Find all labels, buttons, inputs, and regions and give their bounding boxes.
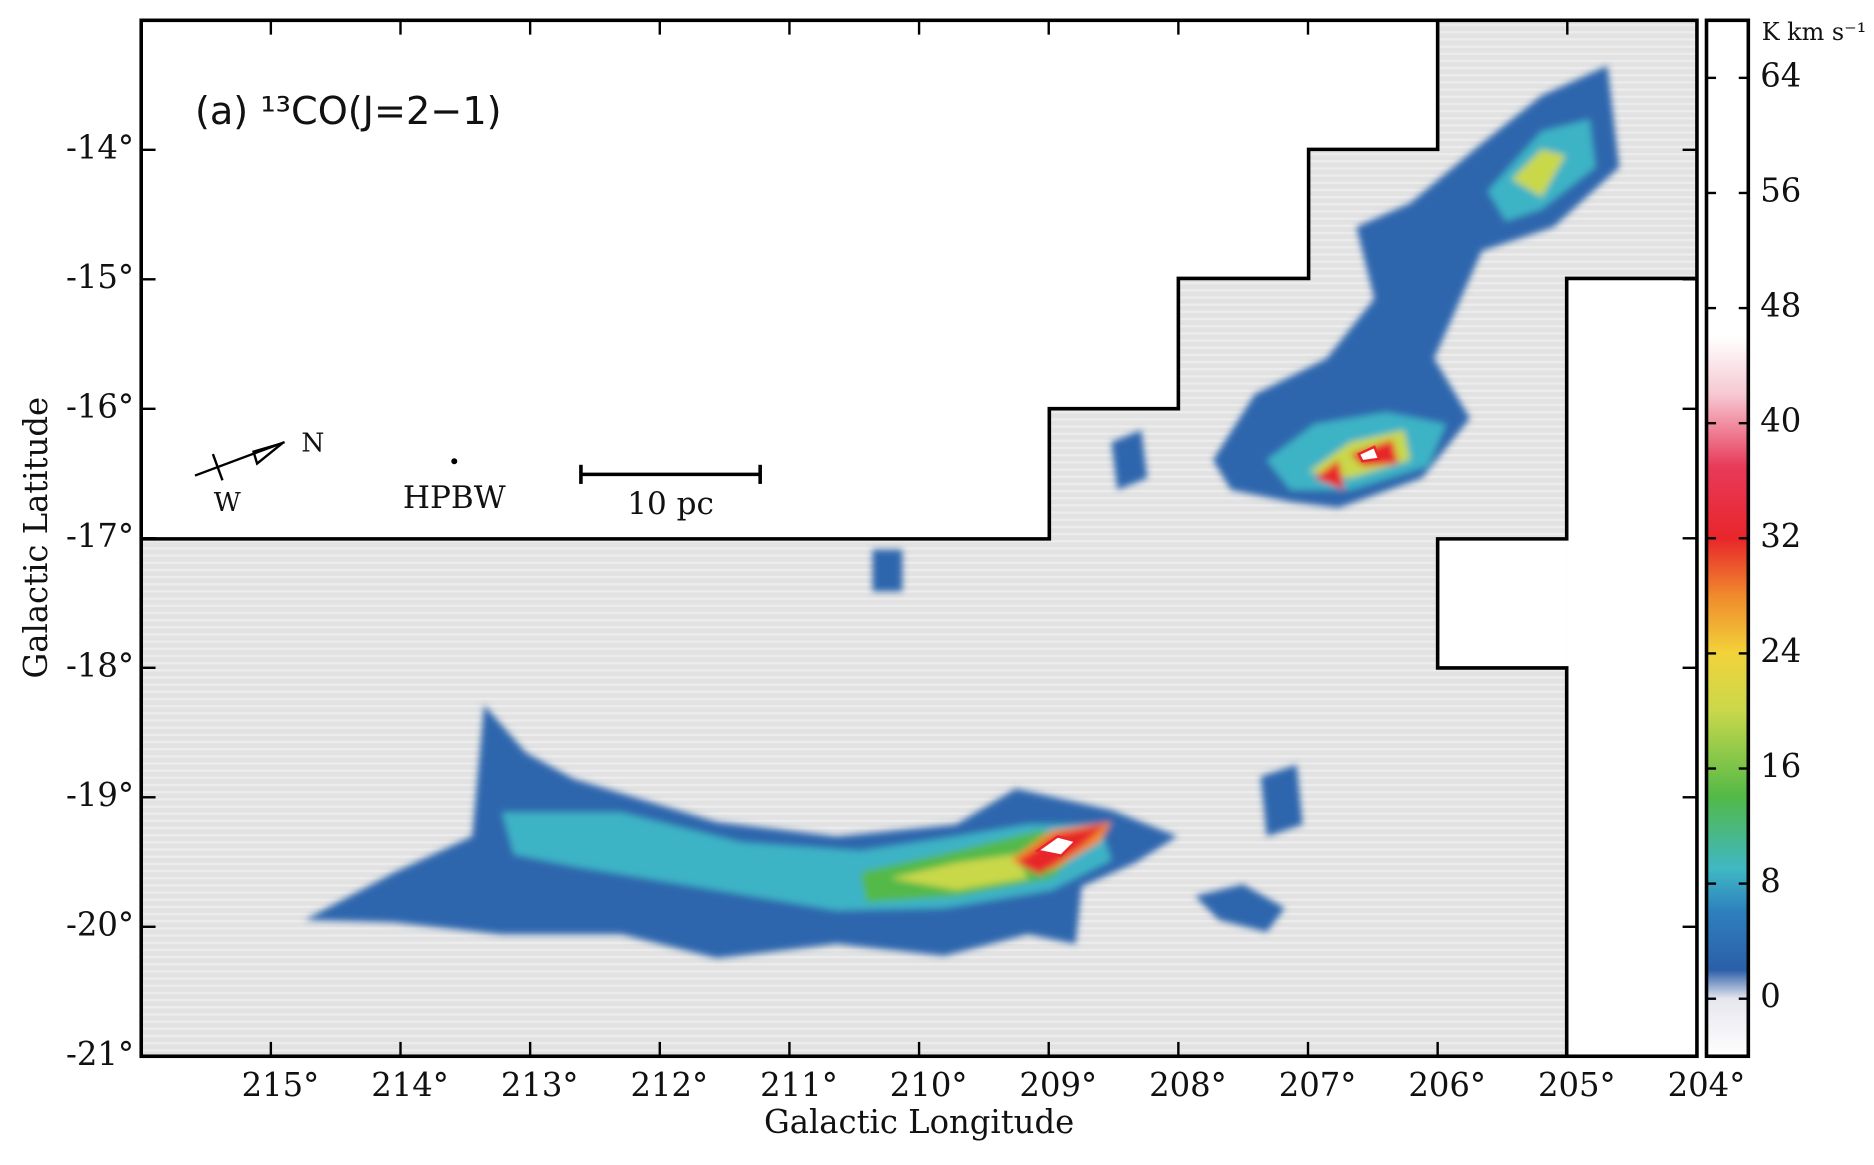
scale-bar-label: 10 pc bbox=[627, 486, 714, 522]
beam-label: HPBW bbox=[403, 480, 506, 516]
y-tick-label: -17° bbox=[66, 517, 134, 555]
colorbar-tick-label: 32 bbox=[1760, 517, 1801, 555]
y-tick-label: -19° bbox=[66, 776, 134, 814]
x-tick-label: 213° bbox=[501, 1066, 579, 1104]
colorbar-tick-label: 0 bbox=[1760, 977, 1781, 1015]
colorbar-tick-label: 56 bbox=[1760, 171, 1801, 209]
x-tick-label: 205° bbox=[1538, 1066, 1616, 1104]
colorbar-tick-label: 48 bbox=[1760, 287, 1801, 325]
x-tick-label: 215° bbox=[242, 1066, 320, 1104]
x-tick-label: 207° bbox=[1279, 1066, 1357, 1104]
x-axis-title: Galactic Longitude bbox=[764, 1103, 1074, 1141]
compass bbox=[194, 440, 286, 481]
chart-title: (a) ¹³CO(J=2−1) bbox=[195, 90, 502, 134]
scale-bar bbox=[579, 464, 762, 484]
x-tick-label: 206° bbox=[1408, 1066, 1486, 1104]
x-tick-label: 210° bbox=[890, 1066, 968, 1104]
colorbar-title: K km s⁻¹ bbox=[1762, 18, 1867, 46]
y-tick-label: -15° bbox=[66, 258, 134, 296]
survey-boundary bbox=[141, 20, 1440, 541]
y-tick-label: -14° bbox=[66, 128, 134, 166]
x-tick-label: 214° bbox=[371, 1066, 449, 1104]
west-label: W bbox=[214, 488, 241, 518]
emission-peak bbox=[1034, 835, 1078, 857]
y-tick-label: -16° bbox=[66, 387, 134, 425]
y-tick-label: -21° bbox=[66, 1035, 134, 1073]
emission-peak bbox=[1357, 445, 1381, 463]
y-tick-label: -20° bbox=[66, 905, 134, 943]
y-tick-label: -18° bbox=[66, 646, 134, 684]
colorbar-tick-label: 64 bbox=[1760, 56, 1801, 94]
x-tick-label: 209° bbox=[1019, 1066, 1097, 1104]
colorbar-tick-label: 24 bbox=[1760, 632, 1801, 670]
unobserved-notch bbox=[1437, 538, 1567, 668]
colorbar-tick-label: 16 bbox=[1760, 747, 1801, 785]
colorbar-tick-label: 8 bbox=[1760, 862, 1781, 900]
x-tick-label: 212° bbox=[631, 1066, 709, 1104]
north-label: N bbox=[301, 428, 324, 458]
x-tick-label: 204° bbox=[1668, 1066, 1746, 1104]
x-tick-label: 208° bbox=[1149, 1066, 1227, 1104]
x-tick-label: 211° bbox=[760, 1066, 838, 1104]
colorbar-tick-label: 40 bbox=[1760, 402, 1801, 440]
beam bbox=[451, 458, 458, 465]
y-axis-title: Galactic Latitude bbox=[17, 397, 55, 679]
survey-boundary bbox=[1435, 276, 1697, 1057]
emission bbox=[304, 65, 1620, 959]
